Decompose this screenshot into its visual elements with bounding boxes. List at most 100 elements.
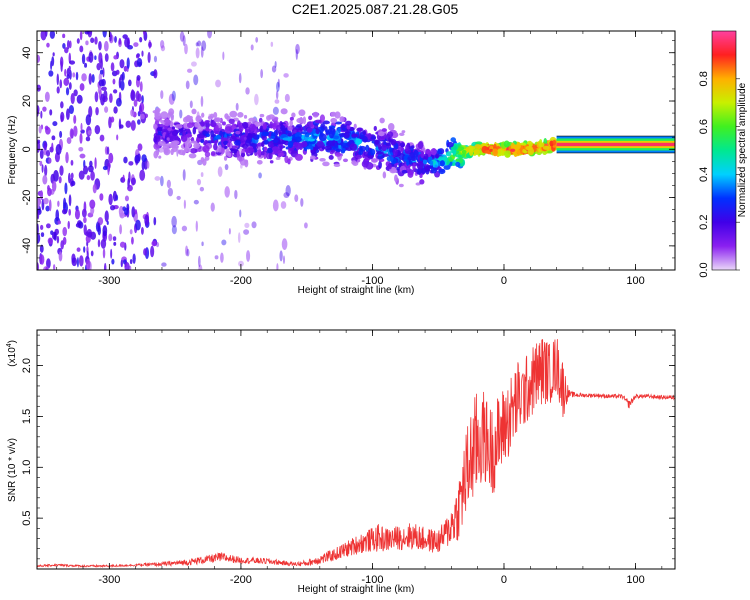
spectrogram-cell xyxy=(255,37,259,43)
spectrogram-cell xyxy=(497,149,502,154)
spectrogram-cell xyxy=(170,115,174,121)
spectrogram-cell xyxy=(183,199,186,210)
spectrogram-cell xyxy=(258,172,262,179)
spectrogram-cell xyxy=(406,159,410,166)
spectrogram-cell xyxy=(97,225,101,236)
spectrogram-cell xyxy=(224,186,230,198)
spectrogram-cell xyxy=(61,208,68,215)
spectrogram-cell xyxy=(186,248,190,257)
spectrogram-cell xyxy=(118,37,122,45)
spectrogram-cell xyxy=(95,106,99,116)
spectrogram-cell xyxy=(48,199,52,212)
x-tick-label: 0 xyxy=(501,574,507,586)
spectrogram-cell xyxy=(78,146,84,152)
spectrogram-cell xyxy=(390,138,397,146)
spectrogram-cell xyxy=(315,128,320,135)
spectrogram-cell xyxy=(188,153,197,159)
spectrogram-cell xyxy=(510,148,516,152)
spectrogram-cell xyxy=(125,120,132,128)
spectrogram-cell xyxy=(196,178,202,186)
spectrogram-cell xyxy=(417,141,424,150)
spectrogram-cell xyxy=(400,142,405,148)
spectrogram-cell xyxy=(160,90,164,99)
spectrogram-cell xyxy=(99,193,104,201)
spectrogram-cell xyxy=(49,31,56,39)
spectrogram-cell xyxy=(181,225,188,232)
spectrogram-cell xyxy=(112,236,117,241)
spectrogram-cell xyxy=(405,144,409,152)
spectrogram-cell xyxy=(399,132,405,137)
spectrogram-cell xyxy=(79,31,83,41)
spectrogram-cell xyxy=(69,128,74,139)
spectrogram-cell xyxy=(166,179,171,189)
spectrogram-cell xyxy=(429,160,434,166)
snr-panel: -300 -200 -100 0 100 0.5 1.0 1.5 2.0 Height of … xyxy=(6,329,676,595)
spectrogram-cell xyxy=(84,31,90,35)
spectrogram-cell xyxy=(108,233,113,242)
spectrogram-cell xyxy=(224,113,229,120)
spectrogram-cell xyxy=(278,152,285,157)
spectrogram-cell xyxy=(131,236,134,245)
colorbar-label: Normalized spectral amplitude xyxy=(737,82,748,217)
spectrogram-cell xyxy=(275,90,279,100)
x-tick-label: 0 xyxy=(501,275,507,287)
spectrogram-cell xyxy=(387,131,394,138)
spectrogram-cell xyxy=(193,199,199,205)
spectrogram-cell xyxy=(228,152,232,158)
spectrogram-cell xyxy=(201,112,205,118)
spectrogram-cell xyxy=(37,199,40,209)
spectrogram-cell xyxy=(155,108,161,113)
colorbar-tick-label: 0.6 xyxy=(698,119,710,134)
spectrogram-cell xyxy=(62,43,66,49)
spectrogram-cell xyxy=(134,154,141,164)
spectrogram-cell xyxy=(52,52,55,57)
spectrogram-cell xyxy=(415,182,421,186)
spectrogram-cell xyxy=(229,110,238,118)
spectrogram-cell xyxy=(378,160,382,169)
spectrogram-cell xyxy=(103,262,107,270)
spectrogram-cell xyxy=(241,121,249,129)
spectrogram-cell xyxy=(68,105,74,115)
spectrogram-cell xyxy=(99,134,105,142)
spectrogram-cell xyxy=(140,113,145,120)
spectrogram-cell xyxy=(215,79,221,88)
spectrogram-cell xyxy=(306,127,313,133)
spectrogram-cell xyxy=(319,157,326,162)
spectrogram-cell xyxy=(304,222,308,229)
colorbar-tick-label: 0.4 xyxy=(698,167,710,182)
spectrogram-cell xyxy=(56,86,60,94)
spectrogram-cell xyxy=(86,228,93,238)
spectrogram-cell xyxy=(266,115,271,121)
spectrogram-cell xyxy=(147,51,151,64)
spectrogram-cell xyxy=(104,210,109,223)
spectrogram-cell xyxy=(58,251,63,262)
spectrogram-cell xyxy=(51,180,57,192)
spectrogram-cell xyxy=(226,132,233,137)
spectrogram-cell xyxy=(140,226,144,235)
spectrogram-cell xyxy=(107,166,110,176)
spectrogram-cell xyxy=(210,130,215,138)
spectrogram-cell xyxy=(455,158,460,162)
spectrogram-cell xyxy=(163,119,170,123)
spectrogram-cell xyxy=(171,126,176,130)
y-tick-label: 40 xyxy=(21,47,33,59)
spectrogram-cell xyxy=(421,167,426,175)
y-tick-label: 20 xyxy=(21,95,33,107)
spectrogram-cell xyxy=(155,150,160,156)
spectrogram-cell xyxy=(277,78,280,88)
spectrogram-cell xyxy=(394,174,398,183)
spectrogram-cell xyxy=(461,152,466,157)
spectrogram-cell xyxy=(195,220,198,232)
spectrogram-cell xyxy=(135,219,141,231)
spectrogram-cell xyxy=(86,250,89,260)
spectrogram-cell xyxy=(86,175,91,181)
spectrogram-cell xyxy=(94,55,97,61)
spectrogram-cell xyxy=(270,132,276,137)
spectrogram-cell xyxy=(420,150,425,159)
spectrogram-cell xyxy=(70,92,75,105)
spectrogram-cell xyxy=(302,116,307,125)
spectrogram-cell xyxy=(73,89,78,97)
spectrogram-cell xyxy=(114,36,117,43)
spectrogram-cell xyxy=(124,261,130,270)
spectrogram-cell xyxy=(126,57,130,69)
